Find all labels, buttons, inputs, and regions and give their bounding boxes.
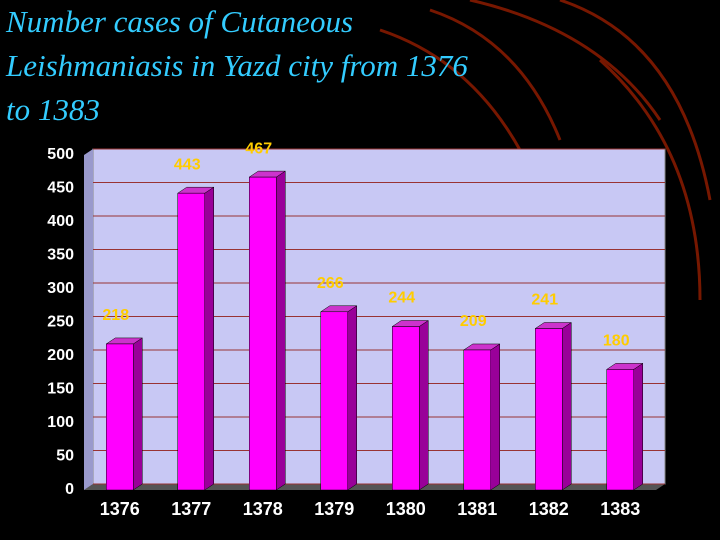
- bar-side: [490, 343, 500, 491]
- y-tick-label: 450: [47, 180, 74, 197]
- decoration: [379, 0, 712, 301]
- y-tick-label: 0: [65, 481, 74, 498]
- y-tick-label: 150: [47, 381, 74, 398]
- bar: [106, 343, 134, 491]
- y-tick-label: 350: [47, 247, 74, 264]
- bar-side: [133, 337, 143, 491]
- bar: [606, 369, 634, 491]
- y-tick-label: 400: [47, 213, 74, 230]
- value-label: 218: [102, 307, 129, 324]
- plot-floor: [84, 484, 665, 490]
- value-label: 244: [388, 290, 415, 307]
- x-tick-label: 1378: [243, 499, 283, 519]
- bar-side: [276, 170, 286, 491]
- x-tick-label: 1379: [314, 499, 354, 519]
- value-label: 209: [460, 313, 487, 330]
- value-label: 443: [174, 156, 201, 173]
- bar-side: [419, 320, 429, 491]
- value-label: 241: [531, 292, 558, 309]
- bar-side: [633, 362, 643, 491]
- bar: [320, 311, 348, 491]
- value-label: 180: [603, 333, 630, 350]
- bar-side: [204, 186, 214, 491]
- bar: [249, 176, 277, 491]
- x-tick-label: 1376: [100, 499, 140, 519]
- x-tick-label: 1380: [386, 499, 426, 519]
- y-tick-label: 250: [47, 314, 74, 331]
- bar: [535, 328, 563, 491]
- x-tick-label: 1382: [529, 499, 569, 519]
- y-tick-label: 500: [47, 146, 74, 163]
- plot-left-wall: [84, 149, 93, 490]
- x-tick-label: 1377: [171, 499, 211, 519]
- y-tick-label: 300: [47, 280, 74, 297]
- bar: [463, 349, 491, 491]
- bar-side: [347, 305, 357, 491]
- chart-title: Number cases of Cutaneous Leishmaniasis …: [6, 4, 468, 127]
- y-tick-label: 200: [47, 347, 74, 364]
- bar: [392, 326, 420, 491]
- bar-side: [562, 322, 572, 491]
- y-tick-label: 50: [56, 448, 74, 465]
- x-tick-label: 1383: [600, 499, 640, 519]
- value-label: 467: [245, 140, 272, 157]
- bar: [177, 192, 205, 491]
- value-label: 266: [317, 275, 344, 292]
- y-tick-label: 100: [47, 414, 74, 431]
- x-tick-label: 1381: [457, 499, 497, 519]
